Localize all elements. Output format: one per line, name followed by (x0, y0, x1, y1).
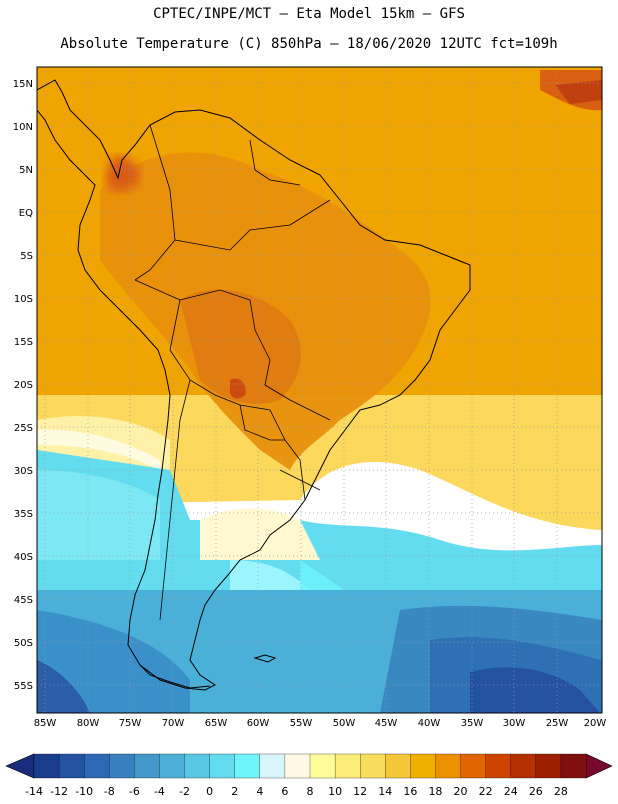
colorbar-box (284, 753, 311, 779)
colorbar-box (33, 753, 60, 779)
lon-label: 55W (290, 718, 313, 729)
colorbar-under-arrow (5, 753, 35, 779)
mid-latitude-band (37, 450, 602, 600)
colorbar-label: 20 (454, 785, 468, 798)
colorbar-box (234, 753, 261, 779)
country-borders (134, 124, 331, 621)
colorbar-label: -2 (179, 785, 190, 798)
colorbar-box (385, 753, 411, 779)
colorbar-label: -8 (104, 785, 115, 798)
colorbar-box (109, 753, 135, 779)
colorbar-label: 4 (256, 785, 263, 798)
lat-label: 5S (20, 251, 33, 262)
colorbar-label: 24 (504, 785, 518, 798)
lon-label: 45W (375, 718, 398, 729)
colorbar-label: 12 (353, 785, 367, 798)
colorbar-label: -4 (154, 785, 165, 798)
lat-label: EQ (19, 208, 33, 219)
colorbar-box (535, 753, 562, 779)
lon-label: 35W (461, 718, 484, 729)
lon-label: 30W (503, 718, 526, 729)
lon-label: 85W (34, 718, 57, 729)
lat-label: 45S (14, 595, 33, 606)
colorbar-label: 14 (378, 785, 392, 798)
lat-label: 25S (14, 423, 33, 434)
coastline (37, 79, 471, 691)
colorbar-label: -10 (75, 785, 93, 798)
chart-title-line2: Absolute Temperature (C) 850hPa — 18/06/… (60, 36, 558, 52)
colorbar-box (410, 753, 436, 779)
colorbar-box (184, 753, 211, 779)
lat-label: 10S (14, 294, 33, 305)
lat-label: 15S (14, 337, 33, 348)
map-frame (36, 66, 603, 714)
colorbar-box (360, 753, 386, 779)
lat-label: 20S (14, 380, 33, 391)
colorbar-box (134, 753, 160, 779)
lon-label: 60W (247, 718, 270, 729)
colorbar-box (510, 753, 537, 779)
lat-label: 55S (14, 681, 33, 692)
colorbar-box (435, 753, 461, 779)
colorbar-label: 2 (231, 785, 238, 798)
chart-title-line1: CPTEC/INPE/MCT — Eta Model 15km — GFS (153, 6, 465, 22)
colorbar-box (460, 753, 487, 779)
colorbar-label: -6 (129, 785, 140, 798)
lat-label: 30S (14, 466, 33, 477)
colorbar-label: 22 (479, 785, 493, 798)
colorbar-box (159, 753, 185, 779)
lat-label: 40S (14, 552, 33, 563)
colorbar-label: 10 (328, 785, 342, 798)
lon-label: 65W (205, 718, 228, 729)
colorbar-label: 0 (206, 785, 213, 798)
lon-label: 40W (418, 718, 441, 729)
colorbar-box (58, 753, 85, 779)
lon-label: 20W (584, 718, 607, 729)
lon-label: 70W (162, 718, 185, 729)
lat-label: 5N (19, 165, 33, 176)
colorbar-label: -12 (50, 785, 68, 798)
colorbar-label: 26 (529, 785, 543, 798)
lat-label: 10N (13, 122, 33, 133)
colorbar-box (259, 753, 286, 779)
lat-label: 35S (14, 509, 33, 520)
colorbar-box (84, 753, 110, 779)
lat-label: 15N (13, 79, 33, 90)
colorbar-label: -14 (25, 785, 43, 798)
colorbar: -14 -12 -10 -8 -6 -4 -2 0 2 4 6 8 10 12 14 16 18 20 22 24 26… (5, 753, 613, 798)
colorbar-label: 18 (428, 785, 442, 798)
colorbar-box (560, 753, 587, 779)
colorbar-label: 16 (403, 785, 417, 798)
colorbar-label: 6 (281, 785, 288, 798)
colorbar-box (309, 753, 336, 779)
lon-label: 80W (77, 718, 100, 729)
lon-label: 75W (119, 718, 142, 729)
colorbar-label: 28 (554, 785, 568, 798)
lon-label: 25W (546, 718, 569, 729)
colorbar-over-arrow (585, 753, 613, 779)
colorbar-box (334, 753, 361, 779)
temperature-field (37, 67, 602, 713)
lat-label: 50S (14, 638, 33, 649)
colorbar-box (485, 753, 512, 779)
lon-label: 50W (333, 718, 356, 729)
colorbar-label: 8 (307, 785, 314, 798)
colorbar-box (209, 753, 236, 779)
